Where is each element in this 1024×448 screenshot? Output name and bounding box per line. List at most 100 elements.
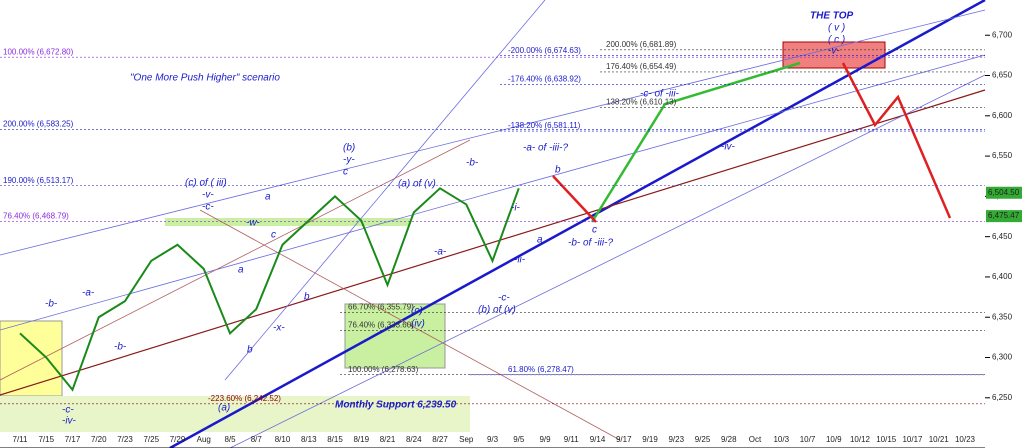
annotation: b xyxy=(247,345,253,356)
annotation: -v- xyxy=(202,190,214,201)
x-tick-label: 10/3 xyxy=(773,435,789,444)
zone xyxy=(165,218,410,226)
annotation: -b- of -iii-? xyxy=(568,238,613,249)
annotation: (a) xyxy=(218,403,230,414)
annotation: -a- xyxy=(434,247,447,258)
x-tick-label: 8/10 xyxy=(275,435,291,444)
x-tick-label: 9/25 xyxy=(695,435,711,444)
annotation: a xyxy=(265,192,271,203)
level-label: 100.00% (6,278.63) xyxy=(348,365,419,374)
annotation: Monthly Support 6,239.50 xyxy=(335,400,457,411)
annotation: -c- of -iii- xyxy=(640,89,680,100)
annotation: "One More Push Higher" scenario xyxy=(130,73,280,84)
annotation: -v- xyxy=(828,46,840,57)
x-tick-label: 9/14 xyxy=(590,435,606,444)
y-tick-label: 6,600 xyxy=(992,111,1013,120)
x-tick-label: 9/28 xyxy=(721,435,737,444)
annotation: b xyxy=(555,165,561,176)
x-tick-label: 8/24 xyxy=(406,435,422,444)
trend-lines xyxy=(0,0,986,448)
annotation: -b- xyxy=(45,299,58,310)
annotation: ( v ) xyxy=(828,23,845,34)
x-tick-label: 10/21 xyxy=(929,435,950,444)
x-tick-label: Aug xyxy=(197,435,211,444)
x-tick-label: Oct xyxy=(749,435,762,444)
y-tick-label: 6,350 xyxy=(992,312,1013,321)
annotation: -b- xyxy=(114,342,127,353)
level-label: -200.00% (6,674.63) xyxy=(508,46,581,55)
x-tick-label: 7/29 xyxy=(170,435,186,444)
level-label: 138.20% (6,610.13) xyxy=(606,98,677,107)
level-label: 190.00% (6,513.17) xyxy=(3,176,74,185)
zone xyxy=(0,396,470,432)
level-label: 200.00% (6,681.89) xyxy=(606,40,677,49)
trend-line xyxy=(0,54,986,331)
x-tick-label: 7/17 xyxy=(65,435,81,444)
level-label: 61.80% (6,278.47) xyxy=(508,365,574,374)
y-tick-label: 6,450 xyxy=(992,232,1013,241)
level-label: 200.00% (6,583.25) xyxy=(3,119,74,128)
y-tick-label: 6,700 xyxy=(992,30,1013,39)
x-tick-label: 8/27 xyxy=(432,435,448,444)
annotation: THE TOP xyxy=(810,11,853,22)
projection xyxy=(590,61,801,223)
x-tick-label: 8/15 xyxy=(327,435,343,444)
annotation: (a) of (v) xyxy=(398,179,436,190)
price-box xyxy=(986,186,1022,199)
x-tick-label: 9/17 xyxy=(616,435,632,444)
price-box xyxy=(986,210,1022,223)
level-label: -176.40% (6,638.92) xyxy=(508,75,581,84)
annotation: -w- xyxy=(246,218,261,229)
annotation: -iv- xyxy=(721,142,736,153)
x-tick-label: 7/15 xyxy=(38,435,54,444)
x-tick-label: 9/3 xyxy=(487,435,499,444)
x-tick-label: 7/23 xyxy=(117,435,133,444)
x-tick-label: 8/13 xyxy=(301,435,317,444)
x-tick-label: 7/20 xyxy=(91,435,107,444)
annotation: (c) of ( iii) xyxy=(185,178,227,189)
annotation: (c) xyxy=(411,306,423,317)
annotation: -c- xyxy=(62,405,74,416)
x-tick-label: 10/17 xyxy=(902,435,923,444)
x-tick-label: 9/19 xyxy=(642,435,658,444)
x-tick-label: 10/15 xyxy=(876,435,897,444)
y-tick-label: 6,250 xyxy=(992,393,1013,402)
x-tick-label: 8/21 xyxy=(380,435,396,444)
x-tick-label: 10/12 xyxy=(850,435,871,444)
x-tick-label: 9/11 xyxy=(564,435,580,444)
annotation: b xyxy=(304,292,310,303)
level-label: -223.60% (6,242.52) xyxy=(208,394,281,403)
level-label: -138.20% (6,581.11) xyxy=(508,121,581,130)
y-tick-label: 6,400 xyxy=(992,272,1013,281)
annotation: -b- xyxy=(466,158,479,169)
trend-line xyxy=(0,89,986,396)
x-tick-label: 10/9 xyxy=(826,435,842,444)
level-label: 66.70% (6,355.79) xyxy=(348,303,414,312)
y-tick-label: 6,550 xyxy=(992,151,1013,160)
zone xyxy=(0,320,63,397)
price-line xyxy=(19,187,520,392)
annotation: -c- xyxy=(202,202,214,213)
annotation: c xyxy=(271,230,276,241)
annotation: a xyxy=(238,265,244,276)
trend-line xyxy=(224,0,546,381)
annotation: a xyxy=(537,235,543,246)
trend-line xyxy=(229,74,986,448)
y-tick-label: 6,650 xyxy=(992,71,1013,80)
x-tick-label: 9/5 xyxy=(513,435,525,444)
annotation: -a- xyxy=(82,288,95,299)
y-tick-label: 6,300 xyxy=(992,353,1013,362)
annotation: -iv- xyxy=(62,416,77,427)
x-tick-label: Sep xyxy=(459,435,474,444)
annotation: -a- of -iii-? xyxy=(523,143,568,154)
trend-line xyxy=(0,139,471,381)
annotation: -ii- xyxy=(514,255,526,266)
x-tick-label: 9/9 xyxy=(539,435,551,444)
annotation: ( c ) xyxy=(828,35,845,46)
projection xyxy=(552,175,597,223)
annotation: (b) of (v) xyxy=(478,305,516,316)
annotation: -y- xyxy=(343,155,355,166)
zone xyxy=(344,303,446,369)
x-tick-label: 8/19 xyxy=(353,435,369,444)
annotation: -x- xyxy=(273,323,285,334)
